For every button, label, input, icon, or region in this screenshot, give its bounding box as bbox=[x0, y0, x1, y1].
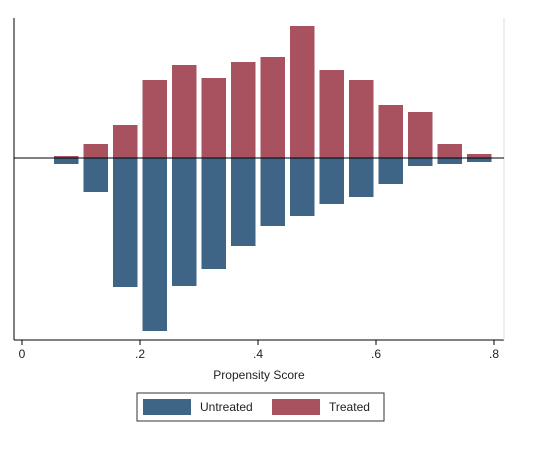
x-tick-label: .4 bbox=[253, 347, 263, 361]
bar bbox=[231, 158, 256, 246]
bar bbox=[260, 158, 285, 226]
bar bbox=[467, 154, 492, 158]
bar bbox=[54, 158, 79, 164]
x-tick-label: .8 bbox=[489, 347, 499, 361]
bar bbox=[319, 70, 344, 158]
bar bbox=[172, 65, 197, 158]
bar bbox=[290, 158, 315, 216]
bar bbox=[113, 125, 138, 158]
x-axis-label: Propensity Score bbox=[213, 368, 305, 382]
bar bbox=[172, 158, 197, 286]
x-tick-label: 0 bbox=[19, 347, 26, 361]
bar bbox=[54, 156, 79, 158]
bar bbox=[201, 78, 226, 158]
bar bbox=[201, 158, 226, 269]
bar bbox=[319, 158, 344, 204]
bar bbox=[349, 80, 374, 158]
bar bbox=[437, 158, 462, 164]
legend-label: Untreated bbox=[200, 400, 253, 414]
bar bbox=[83, 158, 108, 192]
bar bbox=[467, 158, 492, 162]
bar bbox=[349, 158, 374, 197]
bar bbox=[408, 112, 433, 158]
legend-label: Treated bbox=[329, 400, 370, 414]
bar bbox=[142, 80, 167, 158]
bar bbox=[142, 158, 167, 331]
bar bbox=[378, 105, 403, 158]
bar bbox=[260, 57, 285, 158]
x-tick-label: .2 bbox=[135, 347, 145, 361]
legend-swatch bbox=[143, 399, 191, 415]
bar bbox=[408, 158, 433, 166]
x-tick-label: .6 bbox=[371, 347, 381, 361]
bar bbox=[437, 144, 462, 158]
bar bbox=[290, 26, 315, 158]
bar bbox=[378, 158, 403, 184]
bar bbox=[83, 144, 108, 158]
legend-swatch bbox=[272, 399, 320, 415]
bar bbox=[113, 158, 138, 287]
bar bbox=[231, 62, 256, 158]
